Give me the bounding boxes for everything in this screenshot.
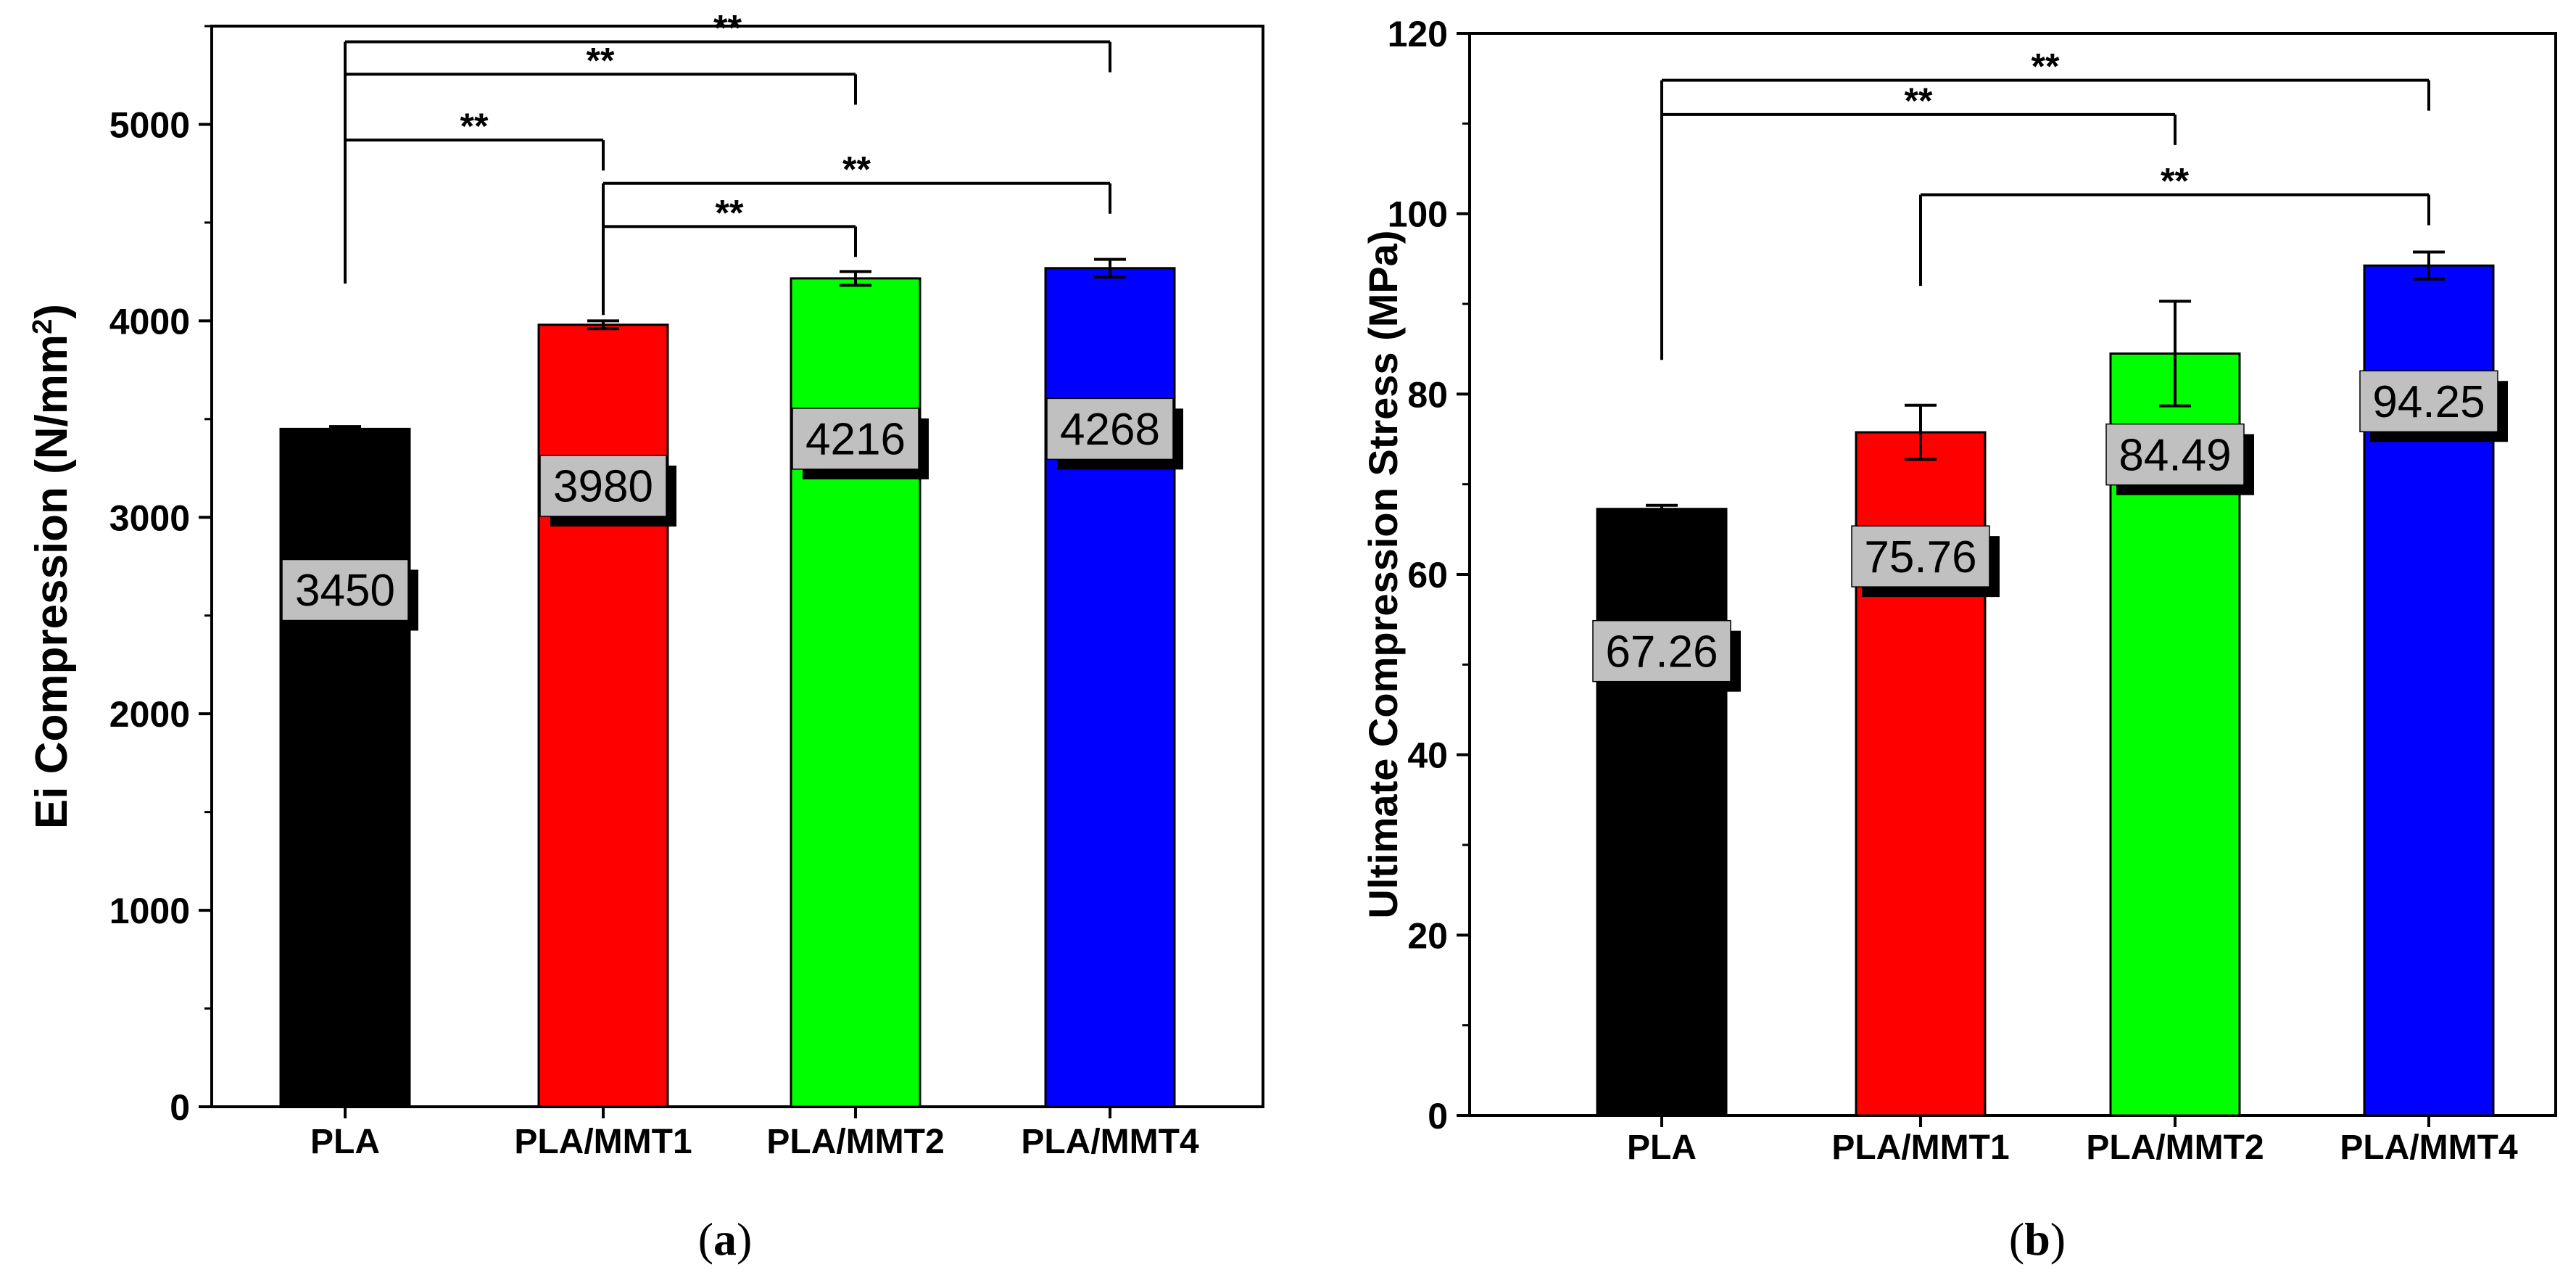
value-label: 4268 <box>1060 405 1160 455</box>
y-tick-label: 4000 <box>109 301 190 342</box>
bar-pla <box>1596 508 1728 1117</box>
x-tick-label: PLA/MMT1 <box>514 1123 692 1161</box>
x-tick-label: PLA/MMT4 <box>1021 1123 1199 1161</box>
significance-label: ** <box>2032 46 2060 87</box>
y-tick-label: 3000 <box>109 498 190 538</box>
significance-label: ** <box>460 106 489 147</box>
y-tick-label: 80 <box>1407 374 1448 415</box>
y-tick-label: 0 <box>170 1087 190 1128</box>
bar-pla-mmt2 <box>790 277 922 1108</box>
significance-label: ** <box>587 40 615 81</box>
significance-label: ** <box>713 8 742 49</box>
value-label: 4216 <box>805 415 906 465</box>
bar-pla-mmt1 <box>537 323 669 1108</box>
value-label: 3450 <box>295 566 395 616</box>
x-tick-label: PLA <box>1627 1129 1697 1167</box>
x-tick-label: PLA/MMT2 <box>2086 1129 2264 1167</box>
chart-panel-a: 0 1000 2000 3000 4000 5000 Ei Compression (N/m… <box>27 8 1264 1265</box>
panel-caption: (a) <box>698 1213 753 1265</box>
value-label-box <box>2105 423 2245 486</box>
value-label: 3980 <box>553 462 653 512</box>
significance-label: ** <box>842 149 871 190</box>
value-label: 75.76 <box>1864 532 1976 582</box>
significance-label: ** <box>2161 161 2189 202</box>
y-axis-title: Ei Compression (N/mm2) <box>27 304 78 829</box>
x-tick-label: PLA/MMT4 <box>2340 1129 2518 1167</box>
value-label-box <box>792 408 919 470</box>
chart-panel-b: 0 20 40 60 80 100 120 Ultimate Compression Stre… <box>1360 14 2557 1265</box>
value-label: 67.26 <box>1605 627 1718 677</box>
y-axis-title: Ultimate Compression Stress (MPa) <box>1360 230 1406 918</box>
value-label-box <box>1046 397 1174 461</box>
y-tick-label: 100 <box>1388 194 1448 235</box>
panel-caption: (b) <box>2009 1213 2066 1265</box>
y-tick-label: 5000 <box>109 104 190 145</box>
y-tick-label: 2000 <box>109 694 190 735</box>
plot-frame <box>210 25 1264 1108</box>
value-label: 84.49 <box>2119 430 2231 480</box>
value-label-box <box>539 455 667 517</box>
y-tick-label: 40 <box>1407 735 1448 776</box>
value-label-box <box>2359 370 2498 433</box>
y-tick-label: 1000 <box>109 891 190 931</box>
bar-pla <box>279 427 411 1108</box>
value-label-box <box>1592 619 1731 682</box>
value-label: 94.25 <box>2372 377 2485 427</box>
value-label-box <box>281 558 409 622</box>
significance-label: ** <box>716 192 744 233</box>
x-tick-label: PLA <box>310 1123 380 1161</box>
x-tick-label: PLA/MMT2 <box>766 1123 944 1161</box>
y-tick-label: 60 <box>1407 555 1448 595</box>
y-tick-label: 120 <box>1388 14 1448 54</box>
value-label-box <box>1851 525 1990 587</box>
x-tick-label: PLA/MMT1 <box>1831 1129 2009 1167</box>
bar-pla-mmt4 <box>1044 267 1176 1108</box>
y-tick-label: 0 <box>1428 1096 1448 1136</box>
significance-label: ** <box>1905 81 1933 121</box>
y-tick-label: 20 <box>1407 915 1448 956</box>
